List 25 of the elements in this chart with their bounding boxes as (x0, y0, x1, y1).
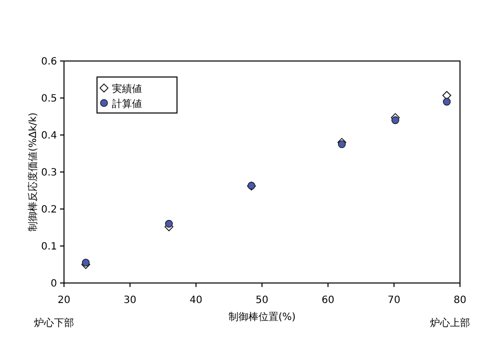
point (338, 140, 346, 148)
y-tick-label: 0.1 (41, 242, 57, 252)
y-tick-label: 0.5 (41, 94, 57, 104)
point (165, 220, 173, 228)
text: 炉心上部 (430, 317, 470, 329)
legend-label: 計算値 (112, 98, 142, 110)
x-tick-label: 20 (58, 295, 70, 306)
legend-label: 実績値 (112, 83, 142, 95)
y-tick-label: 0 (50, 278, 57, 290)
text: 炉心下部 (34, 317, 74, 329)
y-tick-label: 0.2 (41, 204, 57, 216)
point (442, 98, 451, 106)
y-tick-label: 0.4 (41, 130, 57, 142)
x-tick-label: 80 (454, 295, 466, 306)
x-tick-label: 50 (256, 295, 268, 306)
y-tick-label: 0.6 (41, 56, 57, 68)
point (391, 116, 400, 124)
x-axis-title: 制御棒位置(%) (228, 311, 296, 323)
x-tick-label: 70 (388, 295, 400, 306)
y-axis-title: 制御棒反応度価値(%Δk/k) (27, 112, 39, 232)
y-tick-label: 0.3 (41, 168, 57, 178)
x-tick-label: 40 (190, 295, 202, 306)
x-tick-label: 60 (322, 295, 334, 306)
x-tick-label: 30 (124, 295, 136, 306)
point (82, 258, 90, 267)
